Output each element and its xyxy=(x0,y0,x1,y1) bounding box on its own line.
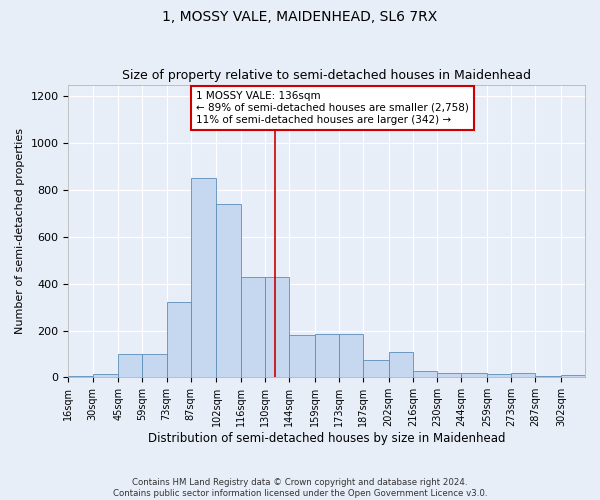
Bar xyxy=(363,360,389,378)
Bar xyxy=(437,372,461,378)
Text: 1, MOSSY VALE, MAIDENHEAD, SL6 7RX: 1, MOSSY VALE, MAIDENHEAD, SL6 7RX xyxy=(163,10,437,24)
Bar xyxy=(142,354,167,378)
Bar xyxy=(191,178,217,378)
Bar xyxy=(561,375,587,378)
Bar xyxy=(289,335,314,378)
Title: Size of property relative to semi-detached houses in Maidenhead: Size of property relative to semi-detach… xyxy=(122,69,531,82)
Bar xyxy=(535,376,561,378)
Bar xyxy=(167,302,191,378)
Bar xyxy=(389,352,413,378)
X-axis label: Distribution of semi-detached houses by size in Maidenhead: Distribution of semi-detached houses by … xyxy=(148,432,505,445)
Bar xyxy=(314,334,339,378)
Y-axis label: Number of semi-detached properties: Number of semi-detached properties xyxy=(15,128,25,334)
Bar xyxy=(241,276,265,378)
Bar xyxy=(487,374,511,378)
Bar xyxy=(413,372,437,378)
Bar xyxy=(68,376,92,378)
Bar xyxy=(118,354,142,378)
Text: Contains HM Land Registry data © Crown copyright and database right 2024.
Contai: Contains HM Land Registry data © Crown c… xyxy=(113,478,487,498)
Bar xyxy=(461,372,487,378)
Bar xyxy=(92,374,118,378)
Bar xyxy=(217,204,241,378)
Bar xyxy=(265,276,289,378)
Bar xyxy=(339,334,363,378)
Bar xyxy=(511,372,535,378)
Text: 1 MOSSY VALE: 136sqm
← 89% of semi-detached houses are smaller (2,758)
11% of se: 1 MOSSY VALE: 136sqm ← 89% of semi-detac… xyxy=(196,92,469,124)
